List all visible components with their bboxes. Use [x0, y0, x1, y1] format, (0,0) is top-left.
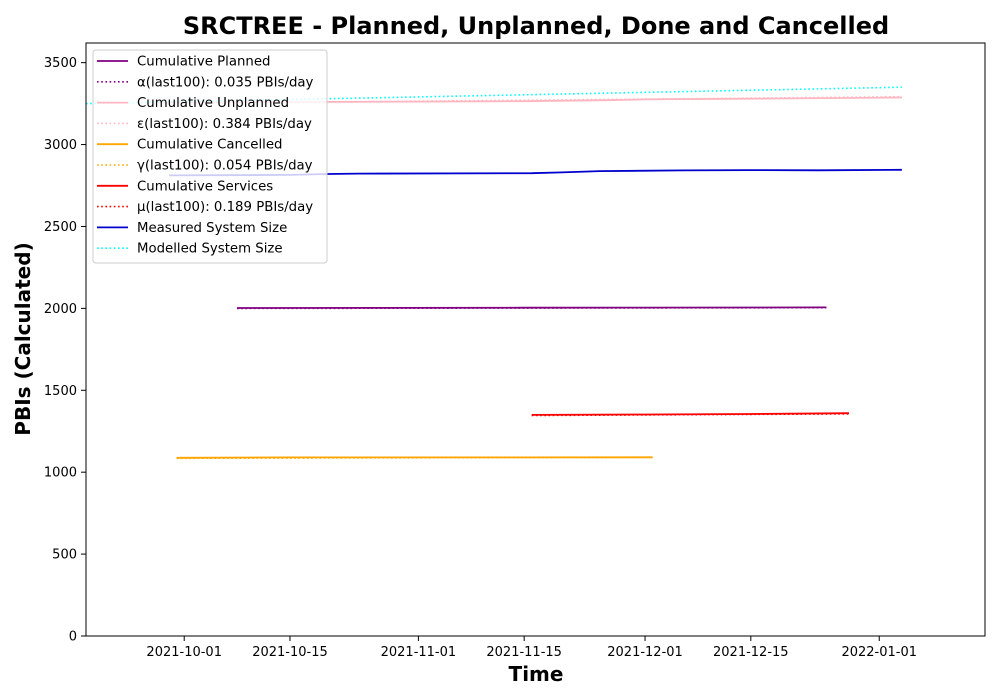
y-tick-label: 1000: [44, 466, 77, 481]
legend-entry: ε(last100): 0.384 PBIs/day: [137, 117, 312, 132]
y-axis-label: PBIs (Calculated): [11, 242, 35, 435]
y-tick-label: 0: [69, 630, 77, 645]
legend-entry: γ(last100): 0.054 PBIs/day: [137, 159, 313, 174]
legend-entry: Cumulative Planned: [137, 55, 270, 70]
legend-box: [92, 49, 328, 264]
y-tick-label: 500: [52, 548, 77, 563]
series-line-10: [85, 86, 902, 105]
y-tick-label: 2000: [44, 302, 77, 317]
y-tick-label: 2500: [44, 220, 77, 235]
chart-title: SRCTREE - Planned, Unplanned, Done and C…: [183, 12, 889, 40]
legend-entry: Cumulative Unplanned: [137, 96, 289, 111]
x-tick-label: 2021-10-01: [146, 645, 222, 660]
x-axis-label: Time: [509, 662, 564, 686]
legend-entry: Cumulative Services: [137, 179, 273, 194]
legend-entry: μ(last100): 0.189 PBIs/day: [137, 200, 313, 215]
x-tick-label: 2021-12-01: [607, 645, 683, 660]
legend-entry: α(last100): 0.035 PBIs/day: [137, 75, 314, 90]
y-tick-label: 1500: [44, 384, 77, 399]
legend-entry: Cumulative Cancelled: [137, 138, 282, 153]
plot-area: [85, 42, 986, 637]
x-tick-label: 2021-12-15: [713, 645, 789, 660]
legend: Cumulative Planned α(last100): 0.035 PBIs…: [92, 49, 328, 264]
x-tick-label: 2022-01-01: [841, 645, 917, 660]
x-tick-label: 2021-11-01: [381, 645, 457, 660]
x-axis: 2021-10-01 2021-10-15 2021-11-01 2021-11-15…: [146, 636, 917, 660]
y-tick-label: 3000: [44, 138, 77, 153]
series-line-2: [237, 306, 827, 310]
series-line-7: [531, 412, 850, 416]
legend-entry: Modelled System Size: [137, 242, 283, 257]
x-tick-label: 2021-10-15: [252, 645, 328, 660]
series-line-4: [153, 95, 902, 105]
y-tick-label: 3500: [44, 56, 77, 71]
y-axis: 0 500 1000 1500 2000 2500 3000 3500: [44, 56, 86, 645]
plot-frame: [85, 42, 986, 637]
legend-entry: Measured System Size: [137, 221, 287, 236]
x-tick-label: 2021-11-15: [486, 645, 562, 660]
